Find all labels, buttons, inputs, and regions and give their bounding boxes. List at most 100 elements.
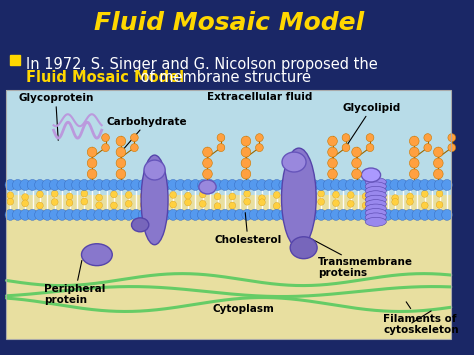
Circle shape — [434, 158, 443, 168]
Circle shape — [448, 134, 456, 142]
Ellipse shape — [365, 200, 386, 209]
Circle shape — [153, 180, 164, 190]
Circle shape — [255, 144, 263, 152]
Circle shape — [241, 147, 251, 157]
Circle shape — [110, 191, 117, 198]
Circle shape — [7, 198, 14, 205]
Circle shape — [123, 180, 134, 190]
Circle shape — [102, 144, 109, 152]
Circle shape — [256, 209, 267, 220]
Circle shape — [427, 209, 438, 220]
Circle shape — [309, 209, 319, 220]
Circle shape — [170, 201, 176, 208]
Circle shape — [96, 194, 102, 201]
Circle shape — [109, 180, 119, 190]
Circle shape — [316, 209, 327, 220]
Circle shape — [328, 147, 337, 157]
Circle shape — [328, 136, 337, 146]
Circle shape — [227, 209, 237, 220]
Circle shape — [57, 209, 67, 220]
Circle shape — [12, 209, 23, 220]
Circle shape — [36, 191, 43, 198]
Circle shape — [362, 202, 369, 209]
Circle shape — [436, 201, 443, 208]
Circle shape — [434, 209, 445, 220]
Circle shape — [49, 180, 60, 190]
Circle shape — [328, 158, 337, 168]
Circle shape — [200, 200, 206, 207]
Text: Cytoplasm: Cytoplasm — [212, 305, 274, 315]
Circle shape — [36, 202, 43, 209]
Circle shape — [352, 169, 361, 179]
Circle shape — [347, 191, 354, 198]
Circle shape — [66, 193, 73, 200]
Circle shape — [184, 192, 191, 199]
Circle shape — [392, 195, 399, 202]
Circle shape — [94, 180, 104, 190]
Circle shape — [397, 180, 408, 190]
Circle shape — [81, 198, 88, 205]
Circle shape — [140, 201, 147, 208]
Circle shape — [64, 180, 75, 190]
Circle shape — [101, 209, 112, 220]
Circle shape — [383, 209, 393, 220]
Circle shape — [377, 195, 384, 202]
Circle shape — [368, 209, 378, 220]
Circle shape — [424, 144, 431, 152]
Circle shape — [203, 147, 212, 157]
Circle shape — [203, 169, 212, 179]
Circle shape — [244, 198, 250, 205]
Circle shape — [72, 180, 82, 190]
Circle shape — [146, 180, 156, 190]
Circle shape — [346, 180, 356, 190]
Circle shape — [212, 209, 223, 220]
Circle shape — [51, 190, 58, 197]
Circle shape — [153, 209, 164, 220]
Circle shape — [109, 209, 119, 220]
Circle shape — [51, 198, 58, 206]
Circle shape — [96, 202, 102, 209]
Circle shape — [353, 209, 364, 220]
Circle shape — [27, 180, 38, 190]
Circle shape — [94, 209, 104, 220]
Circle shape — [309, 180, 319, 190]
Circle shape — [338, 180, 349, 190]
Circle shape — [318, 198, 325, 205]
Circle shape — [244, 190, 250, 197]
Circle shape — [410, 158, 419, 168]
Circle shape — [116, 147, 126, 157]
Circle shape — [392, 198, 399, 206]
Circle shape — [405, 180, 415, 190]
Circle shape — [27, 209, 38, 220]
Circle shape — [22, 193, 28, 201]
Circle shape — [12, 180, 23, 190]
Circle shape — [160, 180, 171, 190]
Circle shape — [190, 180, 201, 190]
Circle shape — [198, 180, 208, 190]
Circle shape — [286, 209, 297, 220]
Circle shape — [279, 209, 290, 220]
Text: Peripheral
protein: Peripheral protein — [44, 261, 105, 305]
Circle shape — [125, 200, 132, 207]
Circle shape — [436, 190, 443, 197]
Circle shape — [366, 144, 374, 152]
Circle shape — [301, 180, 311, 190]
Text: Transmembrane
proteins: Transmembrane proteins — [306, 236, 413, 278]
Circle shape — [366, 134, 374, 142]
Text: Glycoprotein: Glycoprotein — [18, 93, 93, 140]
Circle shape — [64, 209, 75, 220]
Ellipse shape — [199, 180, 216, 194]
Circle shape — [42, 180, 53, 190]
Circle shape — [5, 209, 16, 220]
Ellipse shape — [290, 237, 317, 259]
Circle shape — [323, 180, 334, 190]
Bar — [7, 195, 451, 339]
Circle shape — [272, 209, 282, 220]
Circle shape — [294, 209, 304, 220]
Bar — [10, 55, 20, 65]
Circle shape — [79, 209, 90, 220]
Circle shape — [352, 147, 361, 157]
Circle shape — [182, 180, 193, 190]
Circle shape — [427, 180, 438, 190]
Circle shape — [116, 209, 127, 220]
